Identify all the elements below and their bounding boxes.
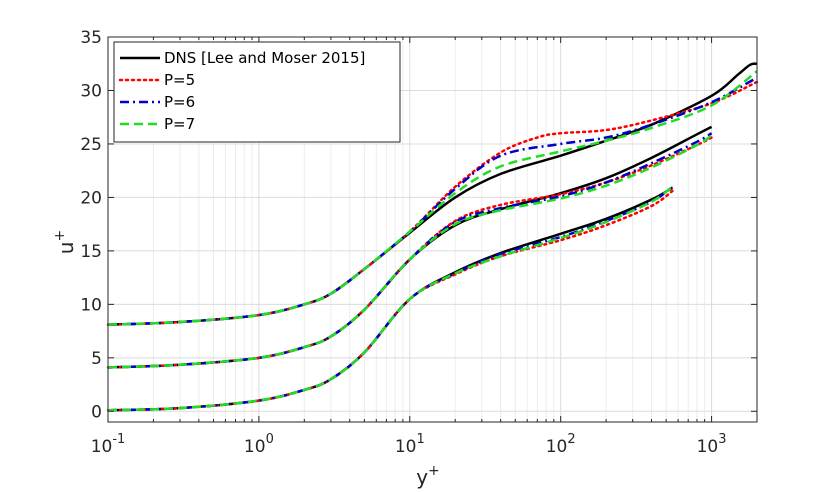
x-tick-label: 10-1 bbox=[91, 432, 126, 457]
y-tick-label: 20 bbox=[80, 188, 102, 208]
y-tick-label: 30 bbox=[80, 81, 102, 101]
plot-frame bbox=[107, 36, 758, 423]
legend: DNS [Lee and Moser 2015] P=5 P=6 P=7 bbox=[113, 41, 401, 143]
x-tick-label: 103 bbox=[697, 432, 727, 457]
y-tick-label: 0 bbox=[91, 402, 102, 422]
legend-label: DNS [Lee and Moser 2015] bbox=[164, 49, 365, 67]
series-line bbox=[107, 134, 713, 369]
x-tick-label: 102 bbox=[546, 432, 576, 457]
x-axis-label: y+ bbox=[416, 463, 440, 489]
x-tick-labels: 10-1 100 101 102 103 bbox=[91, 432, 727, 457]
y-tick-label: 25 bbox=[80, 135, 102, 155]
x-tick-label: 100 bbox=[244, 432, 274, 457]
series-line bbox=[107, 185, 674, 412]
x-tick-label: 101 bbox=[395, 432, 425, 457]
legend-label: P=5 bbox=[164, 71, 195, 89]
y-tick-labels: 0 5 10 15 20 25 30 35 bbox=[80, 28, 102, 422]
series-line bbox=[107, 70, 758, 326]
y-tick-label: 15 bbox=[80, 242, 102, 262]
legend-label: P=6 bbox=[164, 93, 195, 111]
series-4 bbox=[107, 70, 758, 412]
y-tick-label: 10 bbox=[80, 295, 102, 315]
y-tick-label: 35 bbox=[80, 28, 102, 48]
series-layer bbox=[106, 62, 759, 412]
legend-box bbox=[113, 41, 401, 143]
legend-label: P=7 bbox=[164, 115, 195, 133]
y-tick-label: 5 bbox=[91, 349, 102, 369]
axis-ticks bbox=[107, 36, 757, 422]
y-axis-label: u+ bbox=[52, 230, 78, 254]
